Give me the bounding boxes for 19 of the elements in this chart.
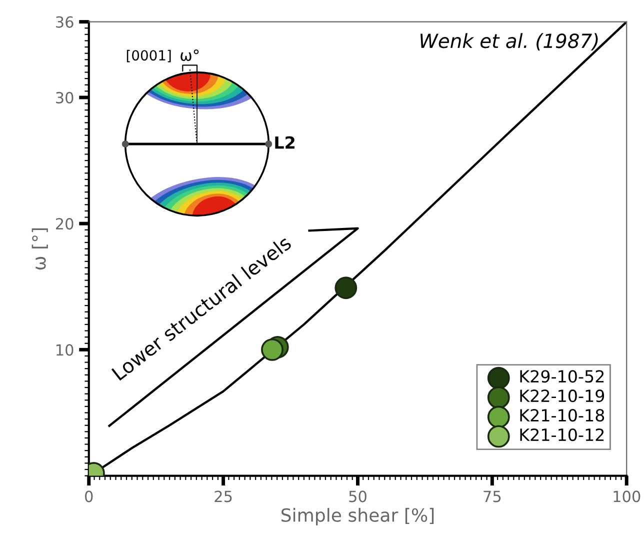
legend-label: K29-10-52 bbox=[520, 370, 604, 383]
legend-label: K21-10-12 bbox=[520, 428, 604, 442]
annotation: [0001] bbox=[126, 50, 171, 62]
x-tick-label: 75 bbox=[484, 490, 501, 502]
legend-label: K21-10-18 bbox=[520, 408, 604, 422]
annotation: ω° bbox=[180, 49, 199, 61]
y-tick-label: 36 bbox=[56, 16, 74, 28]
x-axis-title: Simple shear [%] bbox=[282, 508, 434, 526]
annotation: L2 bbox=[275, 136, 294, 149]
y-tick-label: 20 bbox=[56, 218, 74, 230]
x-tick-label: 100 bbox=[614, 490, 640, 502]
annotation: Wenk et al. (1987) bbox=[420, 33, 598, 50]
x-tick-label: 25 bbox=[214, 490, 232, 502]
y-axis-title: ω [°] bbox=[32, 228, 48, 270]
legend-label: K22-10-19 bbox=[520, 390, 604, 402]
x-tick-label: 0 bbox=[85, 490, 93, 502]
y-tick-label: 30 bbox=[56, 92, 74, 104]
x-tick-label: 50 bbox=[349, 490, 366, 502]
y-tick-label: 10 bbox=[56, 344, 74, 356]
